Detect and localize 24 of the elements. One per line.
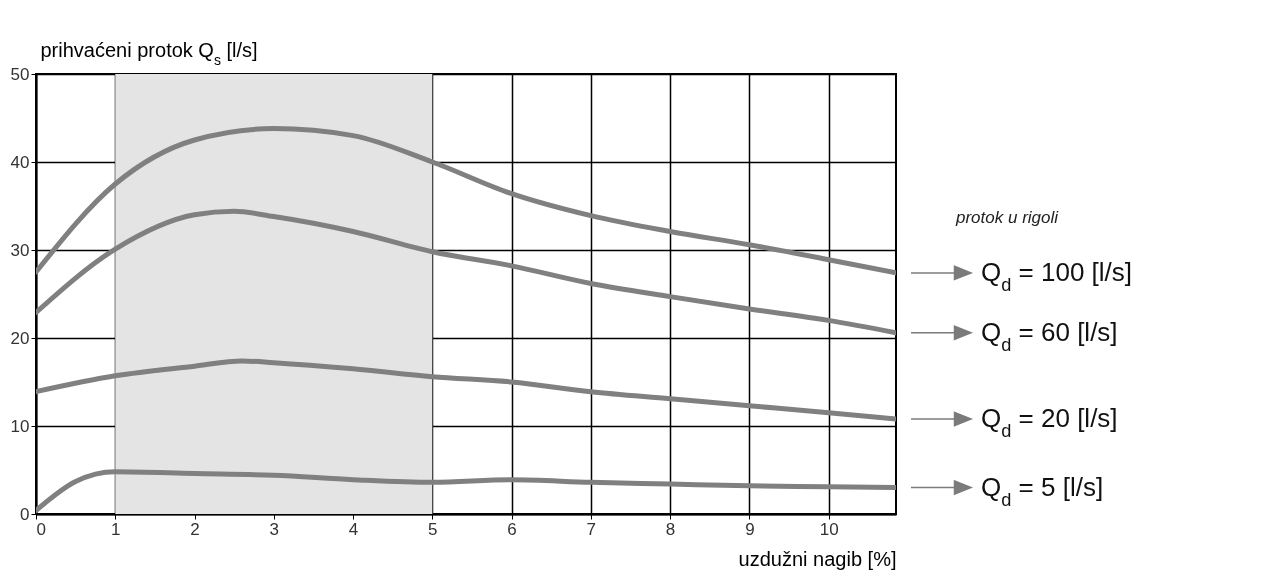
x-tick-label: 4 xyxy=(348,519,359,539)
x-tick-label: 3 xyxy=(269,519,280,539)
y-tick-label: 50 xyxy=(10,64,30,84)
x-tick-label: 9 xyxy=(745,519,755,539)
legend-label: Q$_{d}$ = 60 [l/s] xyxy=(981,316,1118,355)
y-axis-title: prihvaćeni protok Q$_{s}$ [l/s] xyxy=(40,38,258,68)
legend-label: Q$_{d}$ = 100 [l/s] xyxy=(981,256,1133,295)
x-tick-label: 6 xyxy=(507,519,517,539)
x-tick-label: 10 xyxy=(819,519,839,539)
x-axis-title: uzdužni nagib [%] xyxy=(738,547,897,570)
y-tick-label: 30 xyxy=(10,240,30,260)
legend-label: Q$_{d}$ = 20 [l/s] xyxy=(981,402,1118,441)
y-tick-label: 10 xyxy=(10,416,30,436)
legend-label: Q$_{d}$ = 5 [l/s] xyxy=(981,471,1104,510)
x-tick-label: 8 xyxy=(665,519,676,539)
x-tick-label: 1 xyxy=(111,519,121,539)
x-tick-label: 0 xyxy=(36,519,46,539)
y-tick-label: 20 xyxy=(10,328,30,348)
y-tick-label: 0 xyxy=(20,504,30,524)
y-tick-label: 40 xyxy=(10,152,30,172)
x-tick-label: 7 xyxy=(586,519,597,539)
x-tick-label: 5 xyxy=(428,519,438,539)
x-tick-label: 2 xyxy=(190,519,200,539)
text: protok u rigoli xyxy=(955,207,1060,227)
